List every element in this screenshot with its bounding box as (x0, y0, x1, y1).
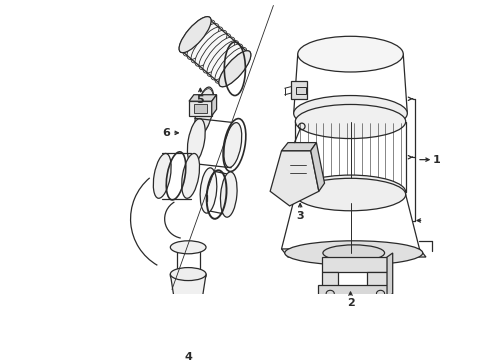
Ellipse shape (220, 172, 237, 217)
Ellipse shape (203, 37, 235, 73)
Ellipse shape (200, 168, 217, 213)
Ellipse shape (195, 87, 214, 135)
Polygon shape (282, 143, 317, 151)
Ellipse shape (294, 95, 407, 131)
Bar (189, 101, 212, 116)
Ellipse shape (298, 36, 403, 72)
Bar (296, 87, 306, 94)
Ellipse shape (187, 118, 205, 163)
Ellipse shape (224, 123, 242, 167)
Text: 6: 6 (162, 128, 170, 138)
Bar (291, 81, 308, 99)
Ellipse shape (285, 241, 423, 265)
Ellipse shape (171, 267, 206, 280)
Ellipse shape (295, 178, 406, 211)
Ellipse shape (295, 104, 406, 139)
Polygon shape (322, 272, 338, 289)
Ellipse shape (219, 51, 251, 87)
Ellipse shape (219, 51, 251, 87)
Text: 3: 3 (296, 211, 304, 221)
Ellipse shape (323, 245, 385, 261)
Polygon shape (270, 151, 319, 206)
Polygon shape (387, 253, 392, 298)
Text: 5: 5 (196, 95, 204, 105)
Ellipse shape (171, 241, 206, 254)
Ellipse shape (312, 181, 390, 203)
Polygon shape (282, 249, 426, 257)
Bar (322, 257, 387, 272)
Ellipse shape (337, 37, 372, 50)
Polygon shape (317, 42, 328, 54)
Polygon shape (212, 95, 217, 116)
Bar (318, 285, 391, 298)
Polygon shape (367, 272, 387, 289)
Bar (194, 104, 207, 113)
Ellipse shape (295, 175, 406, 209)
Polygon shape (189, 95, 217, 101)
Ellipse shape (179, 17, 211, 53)
Ellipse shape (211, 44, 243, 80)
Ellipse shape (195, 89, 214, 133)
Text: 2: 2 (346, 298, 354, 308)
Ellipse shape (337, 42, 372, 55)
Polygon shape (311, 143, 324, 191)
Polygon shape (171, 274, 206, 347)
Ellipse shape (187, 23, 219, 59)
Text: 4: 4 (184, 352, 192, 360)
Text: 1: 1 (433, 155, 441, 165)
Ellipse shape (182, 153, 199, 198)
Ellipse shape (195, 30, 227, 66)
Ellipse shape (179, 17, 211, 53)
Ellipse shape (153, 153, 171, 198)
Ellipse shape (171, 269, 206, 282)
